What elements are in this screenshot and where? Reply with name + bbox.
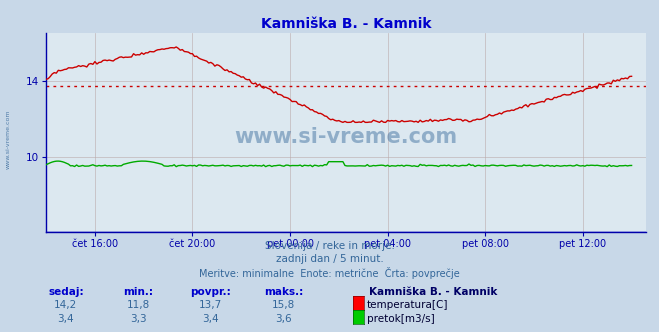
Title: Kamniška B. - Kamnik: Kamniška B. - Kamnik bbox=[261, 17, 431, 31]
Text: Slovenija / reke in morje.: Slovenija / reke in morje. bbox=[264, 241, 395, 251]
Text: www.si-vreme.com: www.si-vreme.com bbox=[235, 127, 457, 147]
Text: 3,4: 3,4 bbox=[202, 314, 219, 324]
Text: zadnji dan / 5 minut.: zadnji dan / 5 minut. bbox=[275, 254, 384, 264]
Text: pretok[m3/s]: pretok[m3/s] bbox=[367, 314, 435, 324]
Text: temperatura[C]: temperatura[C] bbox=[367, 300, 449, 310]
Text: 13,7: 13,7 bbox=[199, 300, 223, 310]
Text: Meritve: minimalne  Enote: metrične  Črta: povprečje: Meritve: minimalne Enote: metrične Črta:… bbox=[199, 267, 460, 279]
Text: 3,6: 3,6 bbox=[275, 314, 292, 324]
Text: www.si-vreme.com: www.si-vreme.com bbox=[6, 110, 11, 169]
Text: 15,8: 15,8 bbox=[272, 300, 295, 310]
Text: Kamniška B. - Kamnik: Kamniška B. - Kamnik bbox=[369, 287, 498, 297]
Text: 14,2: 14,2 bbox=[54, 300, 78, 310]
Text: 3,3: 3,3 bbox=[130, 314, 147, 324]
Text: 3,4: 3,4 bbox=[57, 314, 74, 324]
Text: povpr.:: povpr.: bbox=[190, 287, 231, 297]
Text: maks.:: maks.: bbox=[264, 287, 303, 297]
Text: min.:: min.: bbox=[123, 287, 154, 297]
Text: 11,8: 11,8 bbox=[127, 300, 150, 310]
Text: sedaj:: sedaj: bbox=[48, 287, 84, 297]
